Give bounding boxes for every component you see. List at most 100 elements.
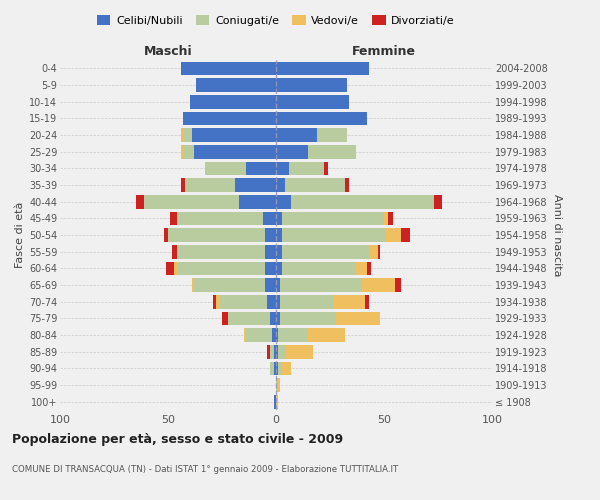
Bar <box>388 212 392 225</box>
Bar <box>175 262 176 275</box>
Bar <box>265 245 276 258</box>
Bar <box>274 345 276 358</box>
Text: Maschi: Maschi <box>143 46 193 59</box>
Bar <box>308 328 345 342</box>
Bar <box>183 145 194 158</box>
Bar <box>170 212 176 225</box>
Bar <box>283 245 369 258</box>
Bar <box>276 228 283 242</box>
Bar <box>386 228 401 242</box>
Bar <box>274 395 276 408</box>
Bar <box>323 162 328 175</box>
Bar <box>276 128 317 142</box>
Bar <box>280 295 334 308</box>
Bar <box>176 212 263 225</box>
Bar <box>168 228 265 242</box>
Bar <box>283 228 386 242</box>
Bar <box>246 328 272 342</box>
Bar <box>280 278 362 292</box>
Bar <box>172 245 176 258</box>
Bar <box>176 245 265 258</box>
Bar <box>222 312 229 325</box>
Text: COMUNE DI TRANSACQUA (TN) - Dati ISTAT 1° gennaio 2009 - Elaborazione TUTTITALIA: COMUNE DI TRANSACQUA (TN) - Dati ISTAT 1… <box>12 466 398 474</box>
Bar <box>395 278 401 292</box>
Bar <box>176 262 265 275</box>
Bar <box>192 278 194 292</box>
Bar <box>276 95 349 108</box>
Bar <box>384 212 388 225</box>
Bar <box>434 195 442 208</box>
Bar <box>291 195 434 208</box>
Bar <box>278 378 280 392</box>
Bar <box>276 245 283 258</box>
Bar <box>276 145 308 158</box>
Bar <box>263 212 276 225</box>
Bar <box>276 78 347 92</box>
Bar <box>265 228 276 242</box>
Bar <box>244 328 246 342</box>
Y-axis label: Fasce di età: Fasce di età <box>14 202 25 268</box>
Bar <box>276 295 280 308</box>
Bar <box>229 312 269 325</box>
Bar <box>183 128 192 142</box>
Bar <box>365 295 369 308</box>
Bar <box>283 362 291 375</box>
Bar <box>356 262 367 275</box>
Bar <box>284 345 313 358</box>
Bar <box>265 262 276 275</box>
Bar <box>334 295 365 308</box>
Bar <box>205 162 246 175</box>
Bar <box>183 112 276 125</box>
Bar <box>194 145 276 158</box>
Bar <box>276 195 291 208</box>
Bar <box>192 128 276 142</box>
Bar <box>144 195 239 208</box>
Bar <box>181 178 185 192</box>
Bar <box>181 128 183 142</box>
Bar <box>317 128 347 142</box>
Bar <box>362 278 395 292</box>
Bar <box>220 295 268 308</box>
Bar <box>196 78 276 92</box>
Bar <box>276 178 284 192</box>
Bar <box>185 178 235 192</box>
Bar <box>278 328 308 342</box>
Bar <box>268 345 269 358</box>
Y-axis label: Anni di nascita: Anni di nascita <box>551 194 562 276</box>
Bar <box>276 312 280 325</box>
Bar <box>166 262 175 275</box>
Bar <box>276 395 278 408</box>
Bar <box>269 345 274 358</box>
Legend: Celibi/Nubili, Coniugati/e, Vedovi/e, Divorziati/e: Celibi/Nubili, Coniugati/e, Vedovi/e, Di… <box>93 10 459 30</box>
Bar <box>367 262 371 275</box>
Bar <box>377 245 380 258</box>
Bar <box>283 212 384 225</box>
Bar <box>276 162 289 175</box>
Bar <box>283 262 356 275</box>
Bar <box>276 328 278 342</box>
Bar <box>246 162 276 175</box>
Bar <box>289 162 323 175</box>
Bar <box>136 195 144 208</box>
Bar <box>214 295 215 308</box>
Bar <box>276 112 367 125</box>
Bar <box>194 278 265 292</box>
Bar <box>345 178 349 192</box>
Text: Popolazione per età, sesso e stato civile - 2009: Popolazione per età, sesso e stato civil… <box>12 432 343 446</box>
Bar <box>269 312 276 325</box>
Bar <box>235 178 276 192</box>
Bar <box>337 312 380 325</box>
Bar <box>278 345 284 358</box>
Bar <box>280 312 337 325</box>
Bar <box>181 145 183 158</box>
Bar <box>269 362 274 375</box>
Bar <box>276 378 278 392</box>
Bar <box>278 362 283 375</box>
Bar <box>276 278 280 292</box>
Bar <box>276 262 283 275</box>
Bar <box>276 362 278 375</box>
Bar <box>274 362 276 375</box>
Bar <box>401 228 410 242</box>
Bar <box>239 195 276 208</box>
Bar <box>164 228 168 242</box>
